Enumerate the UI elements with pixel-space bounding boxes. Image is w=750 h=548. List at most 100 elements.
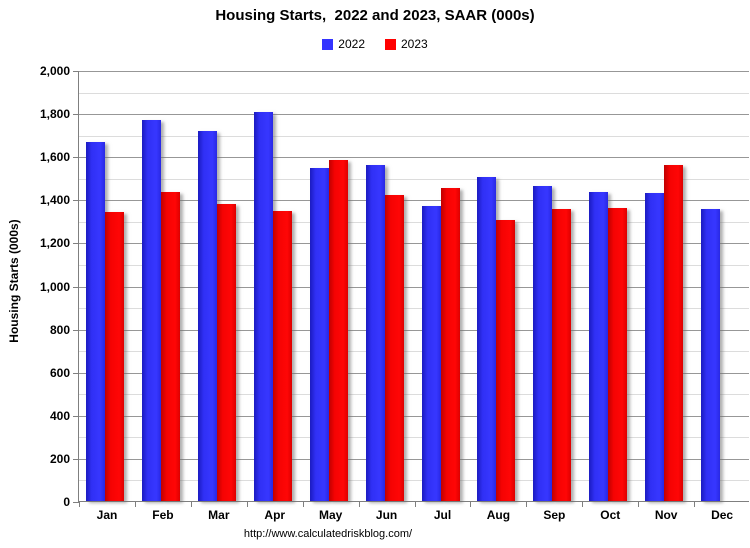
plot-area: 0 200 400 600 800 1,000 1,200 1,400 1,600 1,800 2,… [40, 64, 749, 522]
y-tick-label-0: 0 [63, 495, 70, 509]
x-axis-label-feb: Feb [152, 508, 174, 522]
bar-2023-feb [160, 191, 180, 501]
y-tick-400 [73, 415, 79, 417]
y-tick-1,800 [73, 114, 79, 116]
y-tick-label-1,000: 1,000 [39, 279, 70, 294]
y-tick-label-1,800: 1,800 [39, 107, 70, 122]
x-axis-label-nov: Nov [654, 508, 678, 522]
y-tick-label-1,600: 1,600 [39, 150, 70, 165]
bar-2023-aug [496, 219, 516, 501]
major-gridline-1600 [79, 157, 749, 159]
minor-gridline-500 [79, 394, 749, 396]
minor-gridline-1100 [79, 264, 749, 266]
x-tick-8 [526, 502, 528, 507]
minor-gridline-1500 [79, 178, 749, 180]
legend-swatch-2023 [385, 38, 396, 50]
minor-gridline-1700 [79, 135, 749, 137]
major-gridline-800 [79, 329, 749, 331]
bar-2022-apr [253, 112, 273, 501]
y-tick-1,000 [73, 286, 79, 288]
x-tick-5 [358, 502, 360, 507]
major-gridline-600 [79, 372, 749, 374]
x-axis-label-dec: Dec [711, 508, 734, 522]
chart-legend: 2022 2023 [0, 37, 750, 51]
x-tick-9 [582, 502, 584, 507]
bar-2022-may [309, 168, 329, 501]
legend-item-2023: 2023 [385, 37, 428, 51]
x-axis-label-oct: Oct [600, 508, 621, 522]
x-tick-7 [470, 502, 472, 507]
x-tick-11 [694, 502, 696, 507]
minor-gridline-100 [79, 480, 749, 482]
x-axis-label-apr: Apr [264, 508, 286, 522]
bar-2022-aug [477, 176, 497, 501]
y-tick-200 [73, 458, 79, 460]
footer-url: http://www.calculatedriskblog.com/ [243, 528, 413, 540]
x-axis-label-sep: Sep [543, 508, 566, 522]
major-gridline-200 [79, 458, 749, 460]
x-axis-label-may: May [318, 508, 343, 522]
major-gridline-1200 [79, 243, 749, 245]
bar-2022-dec [701, 208, 721, 501]
x-axis-label-aug: Aug [486, 508, 511, 522]
chart-title: Housing Starts, 2022 and 2023, SAAR (000… [215, 7, 535, 24]
minor-gridline-700 [79, 351, 749, 353]
y-tick-label-1,200: 1,200 [39, 236, 70, 251]
major-gridline-1000 [79, 286, 749, 288]
y-tick-label-200: 200 [49, 451, 70, 466]
x-tick-1 [134, 502, 136, 507]
major-gridline-2000 [79, 71, 749, 72]
bar-2022-nov [645, 193, 665, 501]
major-gridline-1400 [79, 200, 749, 202]
x-tick-2 [190, 502, 192, 507]
x-tick-3 [246, 502, 248, 507]
minor-gridline-300 [79, 437, 749, 439]
x-tick-4 [302, 502, 304, 507]
bar-2023-oct [608, 207, 628, 501]
y-tick-label-800: 800 [49, 322, 70, 337]
bar-2022-feb [141, 119, 161, 501]
bar-2023-nov [664, 164, 684, 501]
legend-swatch-2022 [322, 38, 334, 50]
y-tick-2,000 [73, 71, 79, 72]
y-tick-label-1,400: 1,400 [39, 193, 70, 208]
y-tick-1,600 [73, 157, 79, 159]
minor-gridline-1900 [79, 92, 749, 94]
bar-2023-mar [216, 203, 236, 501]
bar-2023-jan [105, 212, 124, 501]
x-tick-10 [638, 502, 640, 507]
x-tick-0 [79, 502, 80, 507]
x-axis-label-jan: Jan [96, 508, 118, 522]
minor-gridline-1300 [79, 221, 749, 223]
y-tick-800 [73, 329, 79, 331]
y-tick-600 [73, 372, 79, 374]
major-gridline-1800 [79, 114, 749, 116]
bar-2022-jun [365, 165, 385, 501]
y-tick-1,200 [73, 243, 79, 245]
bar-2023-sep [552, 208, 572, 501]
minor-gridline-900 [79, 308, 749, 310]
bar-2023-may [328, 159, 348, 501]
bar-2022-mar [197, 131, 217, 501]
bar-2022-jan [86, 141, 105, 501]
major-gridline-400 [79, 415, 749, 417]
x-axis-label-jun: Jun [375, 508, 398, 522]
y-tick-1,400 [73, 200, 79, 202]
x-tick-6 [414, 502, 416, 507]
x-axis-label-mar: Mar [208, 508, 230, 522]
y-tick-label-2,000: 2,000 [39, 64, 70, 78]
legend-label-2023: 2023 [401, 37, 428, 51]
bar-2022-oct [589, 192, 609, 501]
bar-2022-jul [421, 205, 441, 501]
bar-2023-apr [272, 210, 292, 501]
x-axis-label-jul: Jul [433, 508, 452, 522]
bar-2023-jun [384, 195, 404, 501]
y-tick-label-600: 600 [49, 365, 70, 380]
bar-2023-jul [440, 188, 460, 501]
y-tick-label-400: 400 [49, 408, 70, 423]
legend-label-2022: 2022 [338, 37, 365, 51]
legend-item-2022: 2022 [322, 37, 365, 51]
bar-2022-sep [533, 185, 553, 501]
y-tick-0 [73, 502, 79, 503]
